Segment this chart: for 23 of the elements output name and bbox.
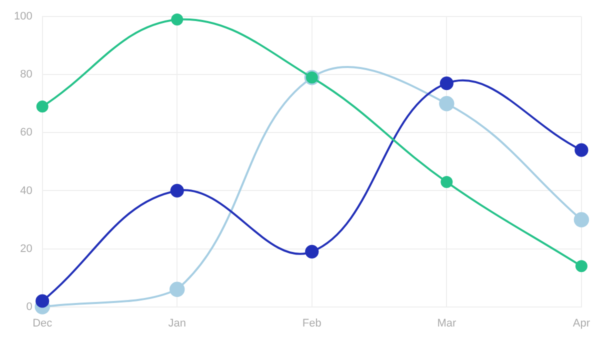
y-tick-label: 80 [20, 68, 32, 81]
y-tick-label: 40 [20, 184, 32, 197]
y-tick-label: 60 [20, 126, 32, 139]
x-tick-label: Dec [32, 317, 53, 330]
point [36, 100, 48, 113]
point [171, 14, 184, 26]
point [305, 244, 319, 258]
y-tick-label: 100 [14, 10, 32, 23]
x-tick-label: Jan [168, 317, 186, 330]
point [439, 96, 454, 112]
point [170, 282, 185, 297]
x-tick-label: Feb [302, 317, 322, 330]
point [574, 212, 590, 228]
point [440, 176, 453, 188]
point [440, 76, 454, 90]
point [575, 260, 588, 272]
point [36, 294, 50, 308]
x-tick-label: Mar [437, 317, 456, 330]
x-tick-label: Apr [572, 317, 590, 330]
point [574, 143, 588, 157]
point [170, 184, 184, 198]
y-tick-label: 20 [20, 242, 32, 255]
y-tick-label: 0 [26, 300, 32, 313]
